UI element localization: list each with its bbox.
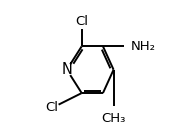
Text: NH₂: NH₂: [131, 40, 156, 53]
Text: Cl: Cl: [45, 101, 58, 114]
Text: CH₃: CH₃: [101, 112, 126, 125]
Text: N: N: [61, 62, 72, 77]
Text: Cl: Cl: [75, 15, 88, 28]
